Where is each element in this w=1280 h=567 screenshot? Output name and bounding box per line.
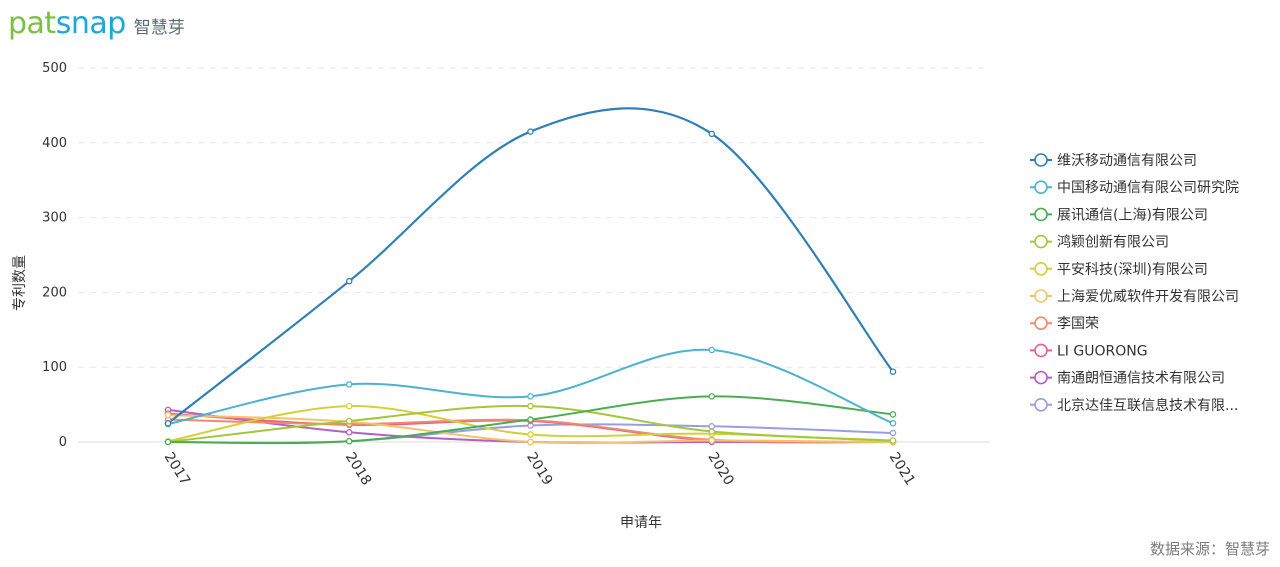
data-point[interactable] xyxy=(527,438,534,446)
y-tick-label: 400 xyxy=(42,136,67,151)
legend-label: 李国荣 xyxy=(1057,316,1099,332)
data-point[interactable] xyxy=(345,402,353,410)
data-point[interactable] xyxy=(164,420,172,427)
legend-item[interactable]: 中国移动通信有限公司研究院 xyxy=(1030,180,1239,196)
x-axis-title: 申请年 xyxy=(620,515,662,531)
data-point[interactable] xyxy=(889,411,897,418)
y-tick-label: 300 xyxy=(42,211,67,226)
legend-item[interactable]: 上海爱优威软件开发有限公司 xyxy=(1030,289,1239,305)
brand-wordmark-part2: snap xyxy=(55,6,127,41)
legend-label: 平安科技(深圳)有限公司 xyxy=(1057,262,1208,278)
legend-item[interactable]: 南通朗恒通信技术有限公司 xyxy=(1030,371,1225,387)
legend-item[interactable]: 维沃移动通信有限公司 xyxy=(1030,153,1197,169)
data-point[interactable] xyxy=(889,420,897,427)
data-point[interactable] xyxy=(889,429,897,437)
x-tick-label: 2019 xyxy=(523,450,555,489)
legend-item[interactable]: LI GUORONG xyxy=(1030,343,1148,359)
data-point[interactable] xyxy=(345,381,353,388)
legend-circle-marker xyxy=(1034,234,1048,249)
legend-circle-marker xyxy=(1034,207,1048,222)
legend-label: 北京达佳互联信息技术有限... xyxy=(1057,397,1238,414)
brand-cn-name: 智慧芽 xyxy=(133,18,185,38)
x-tick-label: 2018 xyxy=(342,450,374,489)
data-point[interactable] xyxy=(345,438,353,445)
legend-label: 鸿颖创新有限公司 xyxy=(1057,234,1169,251)
legend-circle-marker xyxy=(1034,343,1048,358)
data-point[interactable] xyxy=(164,438,172,446)
legend-circle-marker xyxy=(1034,153,1048,167)
legend-item[interactable]: 平安科技(深圳)有限公司 xyxy=(1030,262,1208,278)
data-point[interactable] xyxy=(889,368,897,375)
data-point[interactable] xyxy=(345,417,353,425)
y-axis-title: 专利数量 xyxy=(12,255,28,311)
y-tick-label: 100 xyxy=(42,360,67,375)
data-point[interactable] xyxy=(527,402,534,410)
legend-circle-marker xyxy=(1034,316,1048,331)
brand-wordmark: patsnap xyxy=(8,6,126,41)
legend-label: 上海爱优威软件开发有限公司 xyxy=(1057,289,1239,305)
legend-item[interactable]: 展讯通信(上海)有限公司 xyxy=(1030,207,1208,223)
legend-circle-marker xyxy=(1034,397,1048,412)
series-line xyxy=(167,107,894,425)
legend-item[interactable]: 北京达佳互联信息技术有限... xyxy=(1030,397,1238,414)
legend-item[interactable]: 李国荣 xyxy=(1030,316,1099,332)
data-point[interactable] xyxy=(345,429,353,436)
legend-label: 展讯通信(上海)有限公司 xyxy=(1057,207,1208,223)
data-point[interactable] xyxy=(164,411,172,419)
data-point[interactable] xyxy=(708,130,716,138)
y-tick-label: 200 xyxy=(42,285,67,300)
legend-circle-marker xyxy=(1034,289,1048,303)
series-line xyxy=(167,348,894,426)
data-point[interactable] xyxy=(708,423,716,430)
data-point[interactable] xyxy=(708,346,716,354)
data-point[interactable] xyxy=(708,428,716,435)
data-point[interactable] xyxy=(527,128,534,135)
data-point[interactable] xyxy=(527,416,534,423)
brand-wordmark-part1: pat xyxy=(8,6,56,41)
legend-label: 维沃移动通信有限公司 xyxy=(1057,153,1197,169)
legend-label: LI GUORONG xyxy=(1057,343,1148,359)
legend-item[interactable]: 鸿颖创新有限公司 xyxy=(1030,234,1169,251)
data-point[interactable] xyxy=(527,431,534,438)
x-tick-label: 2017 xyxy=(161,450,193,489)
legend-label: 中国移动通信有限公司研究院 xyxy=(1057,180,1239,196)
brand-logo: patsnap 智慧芽 xyxy=(8,6,185,41)
data-point[interactable] xyxy=(345,277,353,285)
data-source-note: 数据来源：智慧芽 xyxy=(1149,540,1270,558)
y-tick-label: 0 xyxy=(59,435,67,450)
data-point[interactable] xyxy=(889,437,897,444)
legend-circle-marker xyxy=(1034,261,1048,276)
x-tick-label: 2020 xyxy=(704,450,736,489)
y-tick-label: 500 xyxy=(42,61,67,76)
data-point[interactable] xyxy=(527,393,534,400)
legend-circle-marker xyxy=(1034,370,1048,385)
legend-label: 南通朗恒通信技术有限公司 xyxy=(1057,371,1225,387)
data-point[interactable] xyxy=(708,437,716,444)
x-tick-label: 2021 xyxy=(886,450,918,489)
legend-circle-marker xyxy=(1034,180,1048,194)
data-point[interactable] xyxy=(708,393,716,400)
